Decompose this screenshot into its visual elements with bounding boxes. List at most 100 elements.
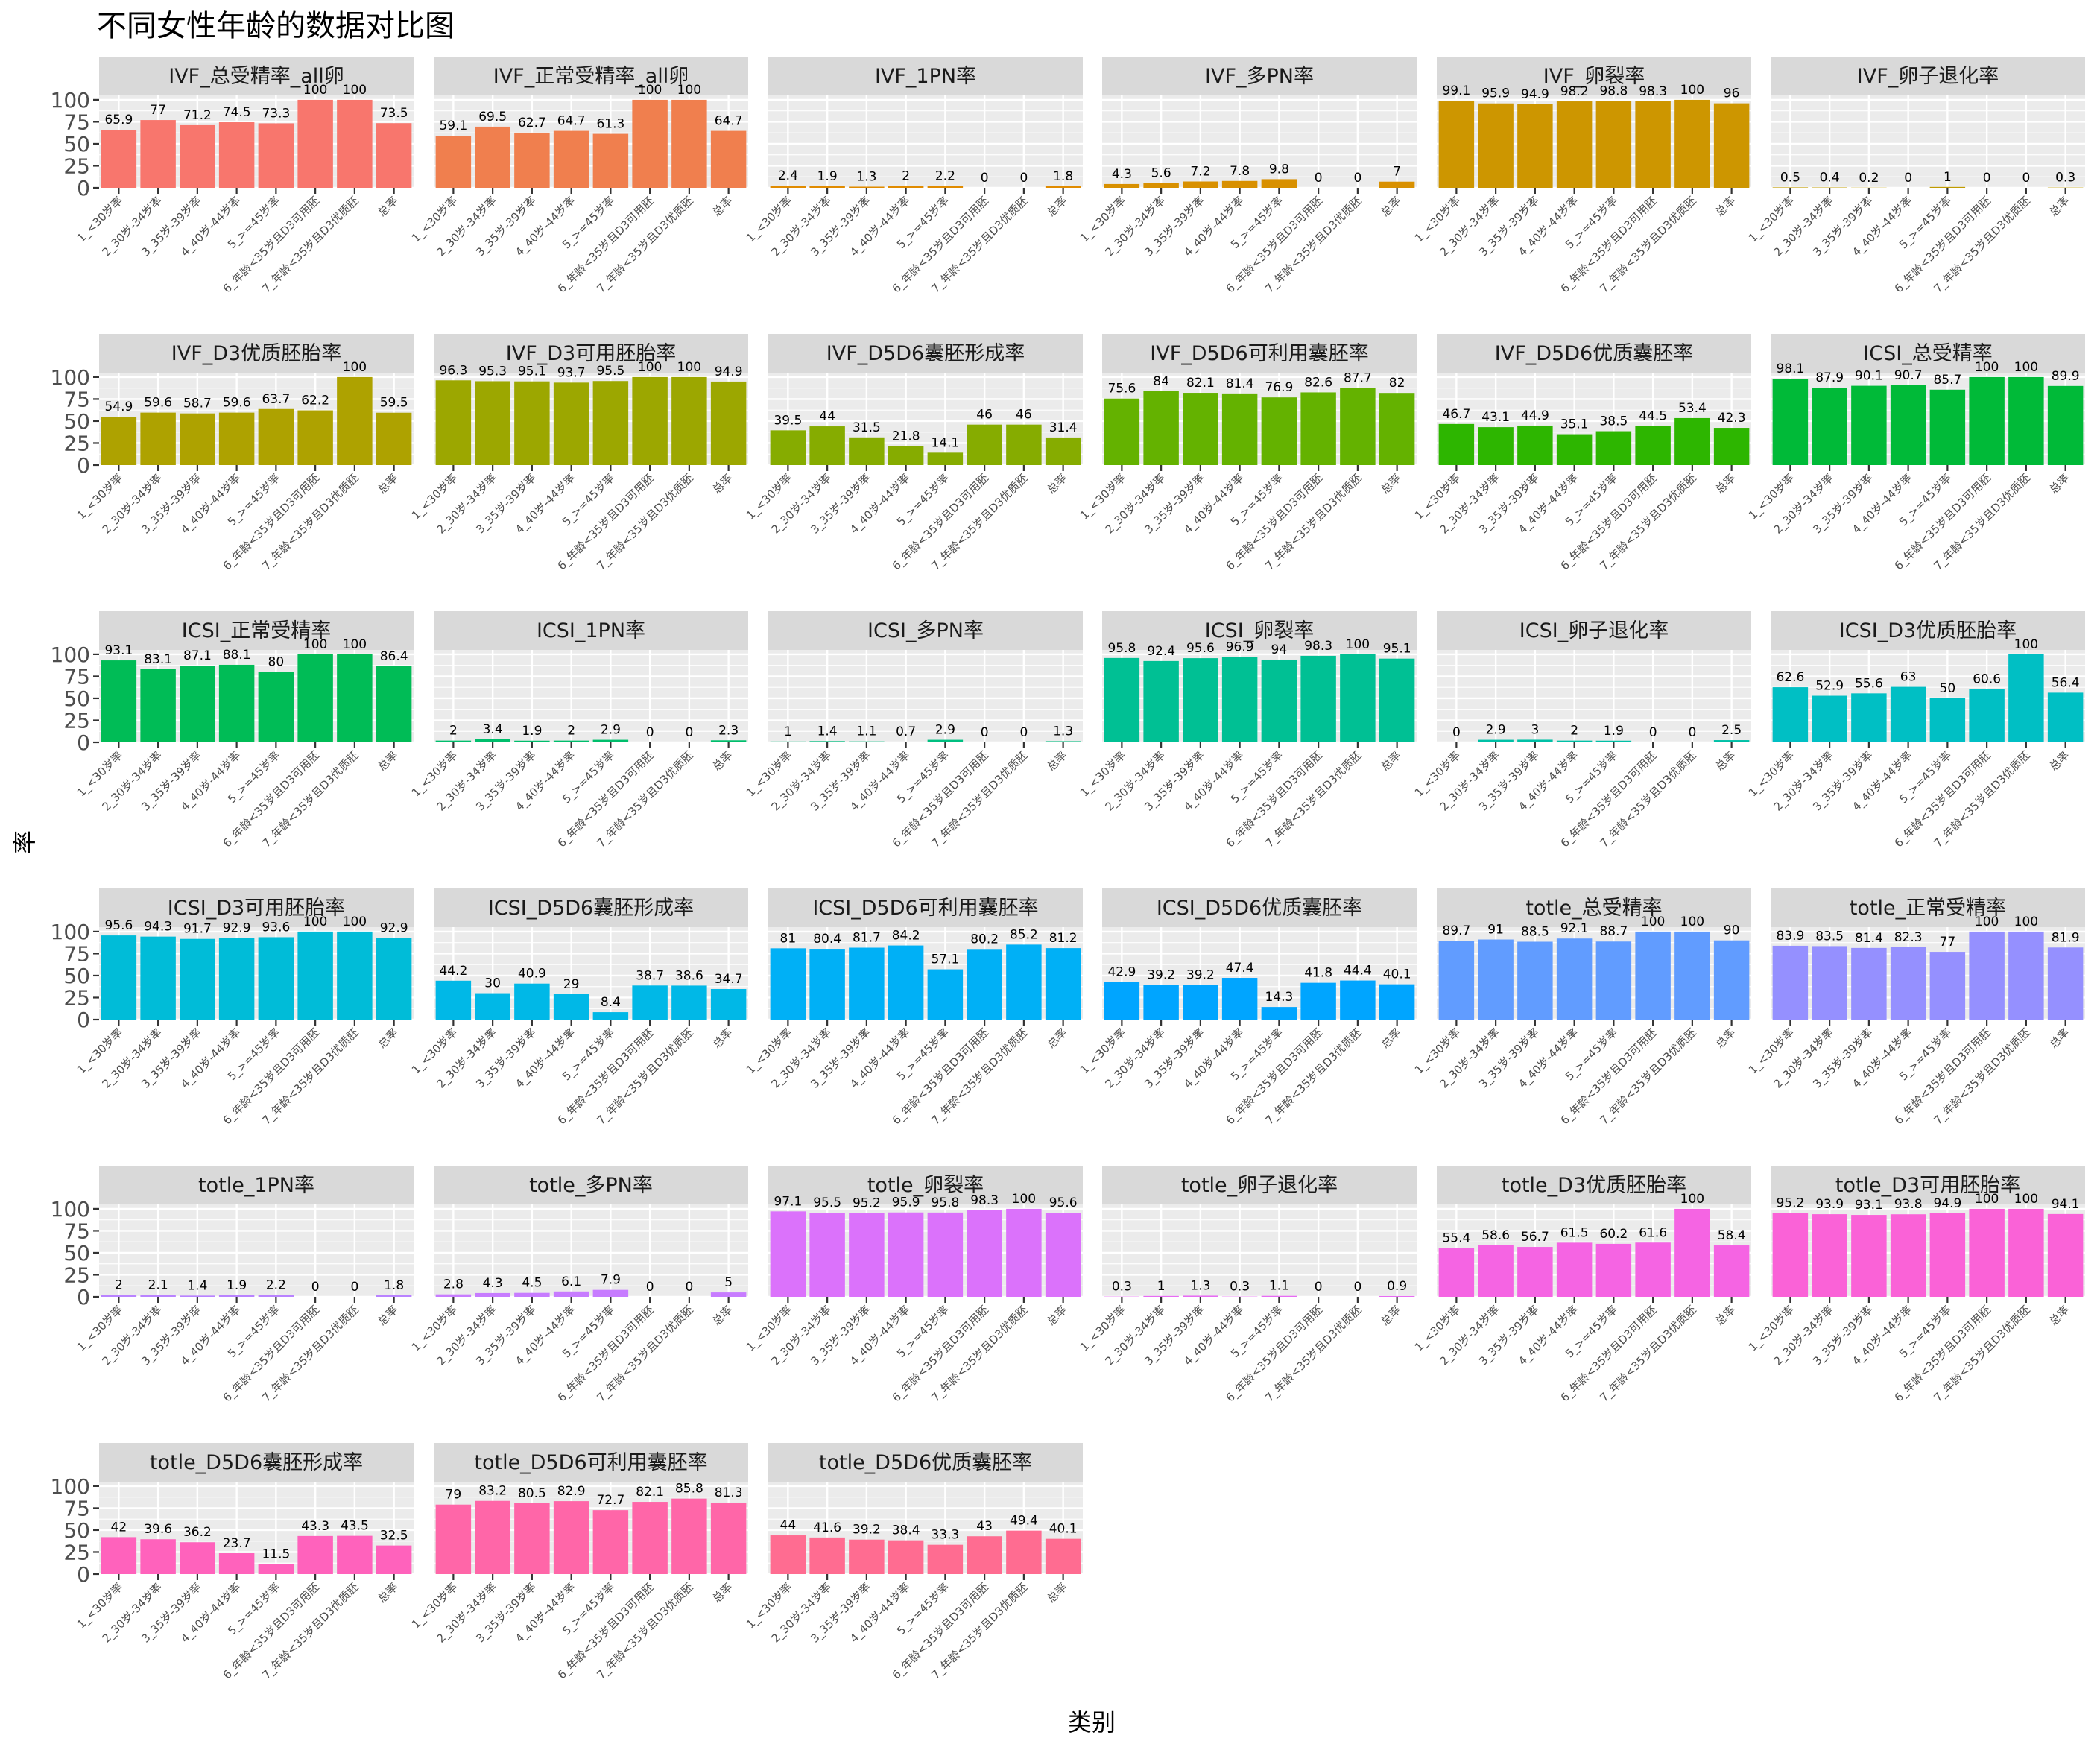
value-label: 0 bbox=[1353, 1280, 1361, 1295]
value-label: 91 bbox=[1487, 923, 1504, 938]
bar bbox=[809, 1537, 845, 1574]
bar bbox=[1969, 1208, 2005, 1297]
value-label: 39.2 bbox=[1186, 968, 1215, 983]
value-label: 0 bbox=[1452, 725, 1461, 740]
bar bbox=[1261, 1007, 1297, 1020]
value-label: 1.1 bbox=[856, 724, 876, 739]
value-label: 0.4 bbox=[1820, 171, 1840, 186]
bar bbox=[927, 1544, 964, 1574]
bar bbox=[592, 381, 629, 465]
value-label: 96.3 bbox=[439, 363, 467, 378]
facet-panel: totle_卵裂率 97.1 95.5 95.2 95.9 95.8 98.3 100 95.6… bbox=[744, 1166, 1083, 1405]
value-label: 94.9 bbox=[1933, 1196, 1961, 1211]
value-label: 0 bbox=[2022, 171, 2030, 186]
bar bbox=[180, 413, 215, 465]
value-label: 0 bbox=[685, 1280, 693, 1295]
bar bbox=[218, 1553, 255, 1574]
y-tick-label: 75 bbox=[63, 941, 90, 966]
facet-strip-label: ICSI_D5D6优质囊胚率 bbox=[1157, 897, 1362, 920]
facet-strip-label: IVF_总受精率_all卵 bbox=[168, 65, 344, 88]
bar bbox=[1890, 385, 1926, 465]
value-label: 41.6 bbox=[813, 1520, 841, 1535]
bar bbox=[592, 133, 629, 188]
bar bbox=[258, 1295, 294, 1297]
value-label: 53.4 bbox=[1678, 401, 1707, 416]
bar bbox=[809, 186, 845, 188]
x-tick-label: 总率 bbox=[376, 1580, 401, 1605]
value-label: 83.2 bbox=[478, 1484, 507, 1499]
value-label: 43.5 bbox=[341, 1519, 369, 1534]
bar bbox=[710, 989, 747, 1020]
value-label: 81.7 bbox=[853, 931, 881, 946]
value-label: 42.3 bbox=[1718, 411, 1746, 426]
facet-panel: IVF_正常受精率_all卵 59.1 69.5 62.7 64.7 61.3 100 100… bbox=[409, 57, 748, 296]
bar bbox=[1713, 103, 1750, 188]
y-tick-label: 75 bbox=[63, 664, 90, 689]
panel-background bbox=[1102, 95, 1417, 188]
value-label: 0 bbox=[646, 725, 654, 740]
panel-background bbox=[434, 1204, 748, 1297]
value-label: 0.9 bbox=[1387, 1279, 1407, 1294]
bar bbox=[2047, 385, 2084, 465]
x-tick-label: 总率 bbox=[710, 471, 736, 496]
value-label: 1.8 bbox=[384, 1278, 404, 1293]
bar bbox=[710, 1292, 747, 1297]
bar bbox=[967, 424, 1002, 465]
bar bbox=[1929, 186, 1966, 188]
bar bbox=[710, 1502, 747, 1574]
value-label: 44 bbox=[780, 1518, 797, 1533]
value-label: 96 bbox=[1724, 86, 1740, 101]
value-label: 4.3 bbox=[483, 1276, 503, 1291]
y-tick-label: 75 bbox=[63, 1496, 90, 1520]
facet-panel: totle_D3优质胚胎率 55.4 58.6 56.7 61.5 60.2 61.6 100… bbox=[1412, 1166, 1751, 1405]
facet-strip-label: IVF_正常受精率_all卵 bbox=[493, 65, 689, 88]
value-label: 60.2 bbox=[1599, 1227, 1628, 1242]
value-label: 0 bbox=[1904, 171, 1912, 186]
value-label: 2 bbox=[115, 1278, 123, 1293]
y-tick-label: 100 bbox=[51, 88, 90, 113]
bar bbox=[475, 1292, 510, 1297]
value-label: 85.7 bbox=[1933, 373, 1961, 388]
x-tick-label: 总率 bbox=[1379, 471, 1404, 496]
value-label: 100 bbox=[677, 360, 701, 375]
facet-strip bbox=[1102, 1166, 1417, 1204]
bar bbox=[1045, 186, 1081, 188]
facet-strip-label: IVF_卵子退化率 bbox=[1857, 65, 1999, 88]
bar bbox=[553, 994, 589, 1020]
value-label: 92.1 bbox=[1560, 921, 1589, 936]
bar bbox=[1674, 1208, 1710, 1297]
facet-strip-label: ICSI_D3可用胚胎率 bbox=[168, 897, 345, 920]
value-label: 82 bbox=[1389, 376, 1405, 391]
bar bbox=[849, 1213, 885, 1297]
value-label: 100 bbox=[1641, 915, 1665, 929]
panel-background bbox=[1437, 650, 1751, 742]
bar bbox=[140, 412, 176, 465]
bar bbox=[1595, 1243, 1632, 1297]
value-label: 55.6 bbox=[1855, 676, 1883, 691]
value-label: 94.9 bbox=[715, 364, 743, 379]
value-label: 95.8 bbox=[1107, 641, 1136, 656]
y-tick-label: 75 bbox=[63, 1219, 90, 1243]
value-label: 57.1 bbox=[931, 953, 959, 967]
value-label: 2 bbox=[567, 724, 575, 739]
value-label: 83.5 bbox=[1815, 929, 1844, 944]
value-label: 1 bbox=[784, 724, 792, 739]
value-label: 2 bbox=[449, 724, 458, 739]
value-label: 1.4 bbox=[187, 1278, 207, 1293]
bar bbox=[2008, 654, 2044, 742]
value-label: 95.1 bbox=[1383, 642, 1411, 657]
value-label: 93.1 bbox=[1855, 1198, 1883, 1213]
value-label: 95.9 bbox=[892, 1195, 920, 1210]
value-label: 0 bbox=[350, 1280, 358, 1295]
bar bbox=[1674, 99, 1710, 188]
value-label: 95.1 bbox=[518, 364, 546, 379]
bar bbox=[2047, 692, 2084, 742]
y-tick-label: 50 bbox=[63, 132, 90, 157]
x-tick-label: 总率 bbox=[1045, 1303, 1070, 1328]
